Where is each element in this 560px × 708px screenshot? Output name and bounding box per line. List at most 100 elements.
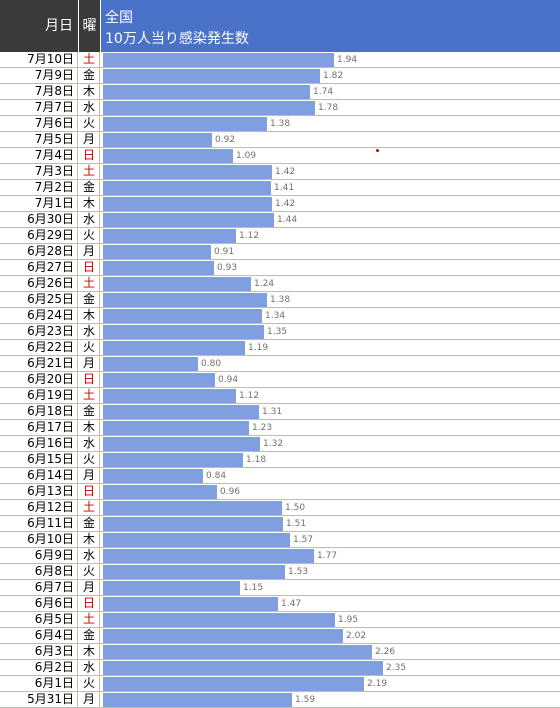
weekday-label: 金 — [79, 516, 100, 531]
table-row: 7月4日日 1.09 — [0, 148, 560, 164]
bar — [103, 661, 383, 675]
data-label: 2.26 — [375, 647, 396, 657]
bar — [103, 341, 245, 355]
data-label: 0.80 — [201, 359, 222, 369]
bar — [103, 85, 310, 99]
date-label: 6月4日 — [0, 628, 78, 643]
data-label: 1.18 — [246, 455, 267, 465]
table-row: 6月15日火 1.18 — [0, 452, 560, 468]
data-label: 1.42 — [275, 199, 296, 209]
date-label: 6月14日 — [0, 468, 78, 483]
bar — [103, 101, 315, 115]
table-row: 6月22日火 1.19 — [0, 340, 560, 356]
weekday-label: 火 — [79, 228, 100, 243]
bar — [103, 597, 278, 611]
bar — [103, 293, 267, 307]
data-label: 0.93 — [217, 263, 238, 273]
bar — [103, 581, 240, 595]
bar — [103, 357, 198, 371]
data-label: 2.02 — [346, 631, 367, 641]
table-row: 6月3日木 2.26 — [0, 644, 560, 660]
weekday-label: 月 — [79, 692, 100, 707]
bar — [103, 149, 233, 163]
data-label: 2.19 — [367, 679, 388, 689]
table-row: 6月21日月 0.80 — [0, 356, 560, 372]
table-row: 6月2日水 2.35 — [0, 660, 560, 676]
data-label: 1.47 — [281, 599, 302, 609]
data-label: 1.41 — [274, 183, 295, 193]
bar — [103, 229, 236, 243]
bar — [103, 261, 214, 275]
table-row: 6月1日火 2.19 — [0, 676, 560, 692]
table-row: 6月19日土 1.12 — [0, 388, 560, 404]
table-row: 7月7日水 1.78 — [0, 100, 560, 116]
data-label: 1.19 — [248, 343, 269, 353]
bar — [103, 165, 272, 179]
bar — [103, 325, 264, 339]
table-row: 6月28日月 0.91 — [0, 244, 560, 260]
weekday-label: 日 — [79, 596, 100, 611]
bar — [103, 533, 290, 547]
table-row: 6月11日金 1.51 — [0, 516, 560, 532]
data-label: 1.59 — [295, 695, 316, 705]
data-label: 1.15 — [243, 583, 264, 593]
weekday-label: 金 — [79, 628, 100, 643]
date-label: 6月5日 — [0, 612, 78, 627]
data-label: 1.24 — [254, 279, 275, 289]
table-row: 6月25日金 1.38 — [0, 292, 560, 308]
data-label: 1.77 — [317, 551, 338, 561]
date-label: 6月16日 — [0, 436, 78, 451]
date-label: 7月7日 — [0, 100, 78, 115]
date-label: 7月9日 — [0, 68, 78, 83]
data-label: 1.12 — [239, 231, 260, 241]
date-label: 6月26日 — [0, 276, 78, 291]
weekday-label: 火 — [79, 340, 100, 355]
weekday-label: 木 — [79, 196, 100, 211]
bar — [103, 549, 314, 563]
date-label: 6月9日 — [0, 548, 78, 563]
weekday-label: 火 — [79, 452, 100, 467]
table-row: 7月5日月 0.92 — [0, 132, 560, 148]
table-row: 7月8日木 1.74 — [0, 84, 560, 100]
table-row: 6月12日土 1.50 — [0, 500, 560, 516]
weekday-label: 金 — [79, 180, 100, 195]
date-label: 7月2日 — [0, 180, 78, 195]
date-label: 7月5日 — [0, 132, 78, 147]
date-label: 6月18日 — [0, 404, 78, 419]
bar — [103, 629, 343, 643]
date-label: 6月3日 — [0, 644, 78, 659]
bar — [103, 197, 272, 211]
bar — [103, 565, 285, 579]
bar — [103, 421, 249, 435]
weekday-label: 月 — [79, 580, 100, 595]
weekday-label: 水 — [79, 436, 100, 451]
weekday-label: 月 — [79, 244, 100, 259]
data-label: 1.78 — [318, 103, 339, 113]
data-label: 1.53 — [288, 567, 309, 577]
table-row: 7月9日金 1.82 — [0, 68, 560, 84]
table-row: 7月6日火 1.38 — [0, 116, 560, 132]
date-label: 6月10日 — [0, 532, 78, 547]
weekday-label: 金 — [79, 292, 100, 307]
weekday-label: 日 — [79, 372, 100, 387]
data-label: 1.09 — [236, 151, 257, 161]
data-label: 1.12 — [239, 391, 260, 401]
data-label: 1.32 — [263, 439, 284, 449]
table-row: 7月10日土 1.94 — [0, 52, 560, 68]
weekday-label: 木 — [79, 532, 100, 547]
table-row: 7月1日木 1.42 — [0, 196, 560, 212]
weekday-label: 水 — [79, 100, 100, 115]
date-label: 6月17日 — [0, 420, 78, 435]
weekday-label: 土 — [79, 276, 100, 291]
weekday-label: 水 — [79, 212, 100, 227]
weekday-label: 火 — [79, 116, 100, 131]
bar — [103, 485, 217, 499]
date-label: 6月27日 — [0, 260, 78, 275]
date-label: 6月15日 — [0, 452, 78, 467]
weekday-label: 土 — [79, 612, 100, 627]
weekday-label: 木 — [79, 420, 100, 435]
data-label: 2.35 — [386, 663, 407, 673]
weekday-label: 日 — [79, 260, 100, 275]
bar — [103, 309, 262, 323]
bar — [103, 517, 283, 531]
